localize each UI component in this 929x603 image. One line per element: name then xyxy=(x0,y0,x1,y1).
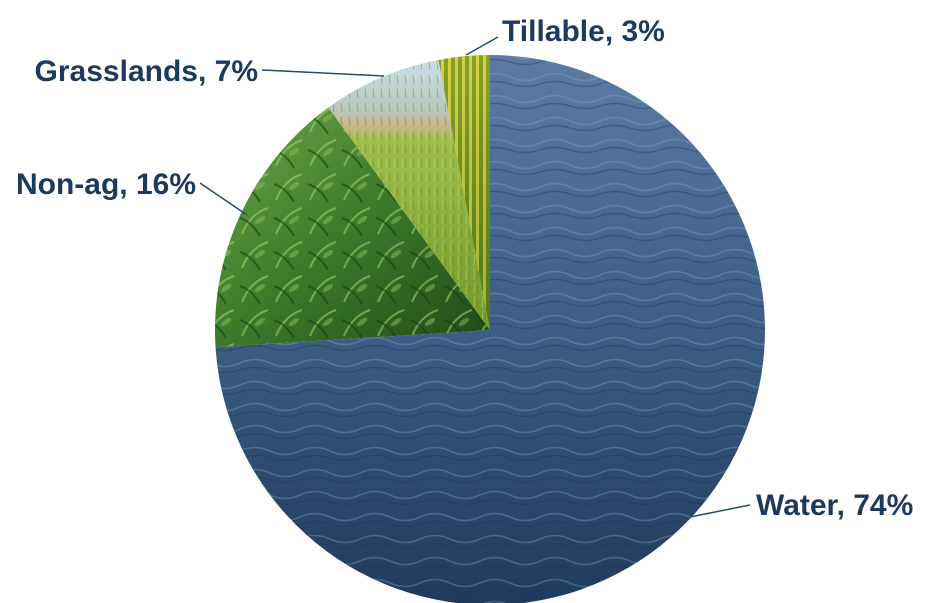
pie-slice-texture-tillable xyxy=(438,55,490,330)
pie-label-grasslands: Grasslands, 7% xyxy=(35,55,258,88)
leader-line-water xyxy=(689,504,751,518)
pie-slice-texture-grasslands xyxy=(328,59,490,331)
pie-label-non-ag: Non-ag, 16% xyxy=(16,168,196,201)
pie-slices xyxy=(215,55,765,603)
leader-lines xyxy=(199,36,751,518)
pie-slice-texture-water xyxy=(215,55,765,603)
pie-slice-texture-non-ag xyxy=(215,107,490,348)
leader-line-grasslands xyxy=(261,69,385,77)
leader-line-non-ag xyxy=(199,182,248,216)
pie-label-water: Water, 74% xyxy=(756,489,913,522)
pie-labels: Water, 74% Non-ag, 16% Grasslands, 7% Tilla… xyxy=(16,15,913,522)
leader-line-tillable xyxy=(465,36,499,56)
pie-label-tillable: Tillable, 3% xyxy=(502,15,665,48)
